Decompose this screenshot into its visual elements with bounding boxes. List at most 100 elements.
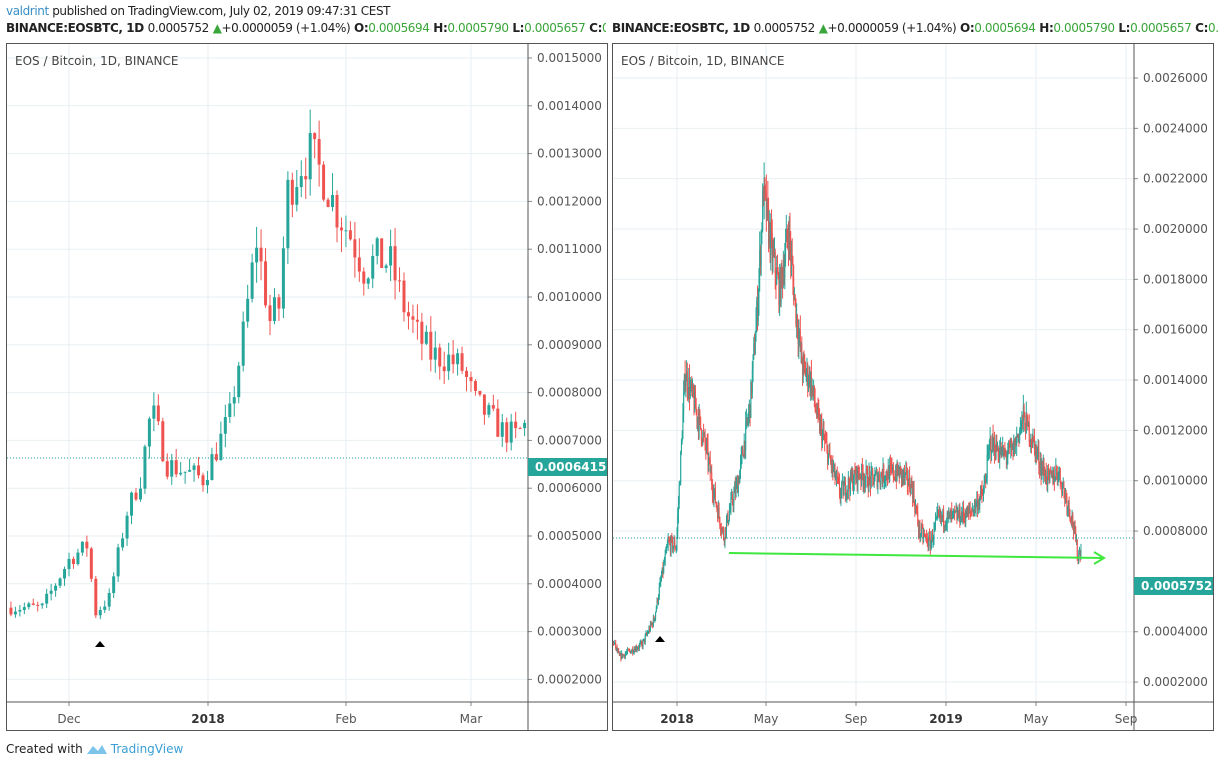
- candle-body: [674, 541, 676, 549]
- candle-body: [898, 469, 900, 479]
- candle-body: [713, 492, 715, 499]
- tradingview-link[interactable]: TradingView: [110, 742, 184, 756]
- candle-body: [955, 510, 957, 512]
- candle-body: [725, 520, 727, 534]
- candle-body: [822, 430, 824, 433]
- candle-body: [767, 198, 769, 209]
- candle-body: [673, 541, 675, 547]
- candle-body: [625, 653, 627, 655]
- candle-body: [304, 176, 308, 180]
- candle-body: [402, 280, 406, 313]
- candle-body: [665, 548, 667, 555]
- candle-body: [951, 510, 953, 514]
- candle-body: [878, 474, 880, 480]
- candle-body: [978, 502, 980, 506]
- candle-body: [1042, 464, 1044, 474]
- candle-body: [1006, 456, 1008, 459]
- candle-body: [669, 542, 671, 552]
- candle-body: [947, 512, 949, 515]
- candle-body: [830, 458, 832, 462]
- candle-body: [834, 464, 836, 480]
- candle-body: [844, 481, 846, 486]
- candle-body: [482, 394, 486, 415]
- candle-body: [1030, 440, 1032, 444]
- up-triangle-icon: ▲: [212, 21, 222, 35]
- candle-body: [678, 485, 680, 504]
- candle-body: [749, 404, 751, 418]
- candle-body: [988, 442, 990, 451]
- candle-body: [782, 269, 784, 284]
- candle-body: [805, 373, 807, 377]
- candle-body: [1016, 436, 1018, 438]
- marker-triangle-icon: [95, 641, 105, 647]
- candle-body: [751, 370, 753, 393]
- y-tick-label: 0.0012000: [537, 194, 602, 208]
- candle-body: [936, 512, 938, 517]
- candle-body: [1003, 451, 1005, 456]
- candle-body: [738, 480, 740, 484]
- candle-body: [746, 417, 748, 422]
- candle-body: [874, 474, 876, 482]
- candle-body: [733, 493, 735, 505]
- candle-body: [885, 472, 887, 480]
- candle-body: [904, 472, 906, 478]
- candle-body: [933, 525, 935, 539]
- candle-body: [637, 648, 639, 650]
- candle-body: [1032, 436, 1034, 446]
- y-tick-label: 0.0012000: [1143, 423, 1208, 437]
- chart-title: EOS / Bitcoin, 1D, BINANCE: [621, 54, 785, 68]
- price-label: 0.0006415: [535, 460, 606, 474]
- y-tick-label: 0.0016000: [1143, 323, 1208, 337]
- candle-body: [861, 464, 863, 481]
- candle-body: [811, 385, 813, 395]
- y-tick-label: 0.0013000: [537, 147, 602, 161]
- candle-body: [909, 476, 911, 489]
- candle-body: [891, 466, 893, 471]
- candle-body: [277, 297, 281, 309]
- candle-body: [882, 465, 884, 482]
- candle-body: [1001, 447, 1003, 457]
- candle-body: [846, 489, 848, 497]
- candle-body: [893, 477, 895, 479]
- candle-body: [624, 653, 626, 657]
- candle-body: [747, 420, 749, 422]
- candle-body: [649, 628, 651, 631]
- candle-body: [838, 478, 840, 482]
- candle-body: [629, 650, 631, 652]
- candle-body: [675, 548, 677, 550]
- legend-c-label: C:: [589, 21, 602, 35]
- candle-body: [646, 633, 648, 635]
- candle-body: [624, 654, 626, 657]
- candle-body: [900, 466, 902, 469]
- candle-body: [888, 467, 890, 482]
- author-link[interactable]: valdrint: [6, 4, 49, 18]
- candle-body: [1030, 440, 1032, 443]
- candle-body: [1004, 451, 1006, 453]
- candle-body: [813, 385, 815, 391]
- candle-body: [1051, 470, 1053, 477]
- candle-body: [942, 510, 944, 519]
- candle-body: [945, 525, 947, 527]
- candle-body: [1049, 471, 1051, 476]
- candle-body: [915, 506, 917, 512]
- candle-body: [1046, 481, 1048, 484]
- candle-body: [663, 563, 665, 573]
- y-tick-label: 0.0022000: [1143, 172, 1208, 186]
- candle-body: [743, 441, 745, 458]
- candle-body: [724, 527, 726, 541]
- candle-body: [1010, 444, 1012, 448]
- candle-body: [616, 647, 618, 652]
- candle-body: [614, 642, 616, 644]
- candle-body: [237, 365, 241, 398]
- candle-body: [919, 524, 921, 537]
- candle-body: [789, 226, 791, 245]
- candle-body: [886, 472, 888, 478]
- candle-body: [680, 441, 682, 452]
- candle-body: [658, 586, 660, 598]
- chart-panel-right[interactable]: 0.0026000 0.0024000 0.0022000 0.0020000 0.00…: [612, 43, 1214, 731]
- candle-body: [875, 472, 877, 475]
- candle-body: [772, 249, 774, 261]
- candle-body: [1059, 468, 1061, 482]
- candle-body: [844, 481, 846, 497]
- chart-panel-left[interactable]: 0.0015000 0.0014000 0.0013000 0.0012000 0.00…: [6, 43, 608, 731]
